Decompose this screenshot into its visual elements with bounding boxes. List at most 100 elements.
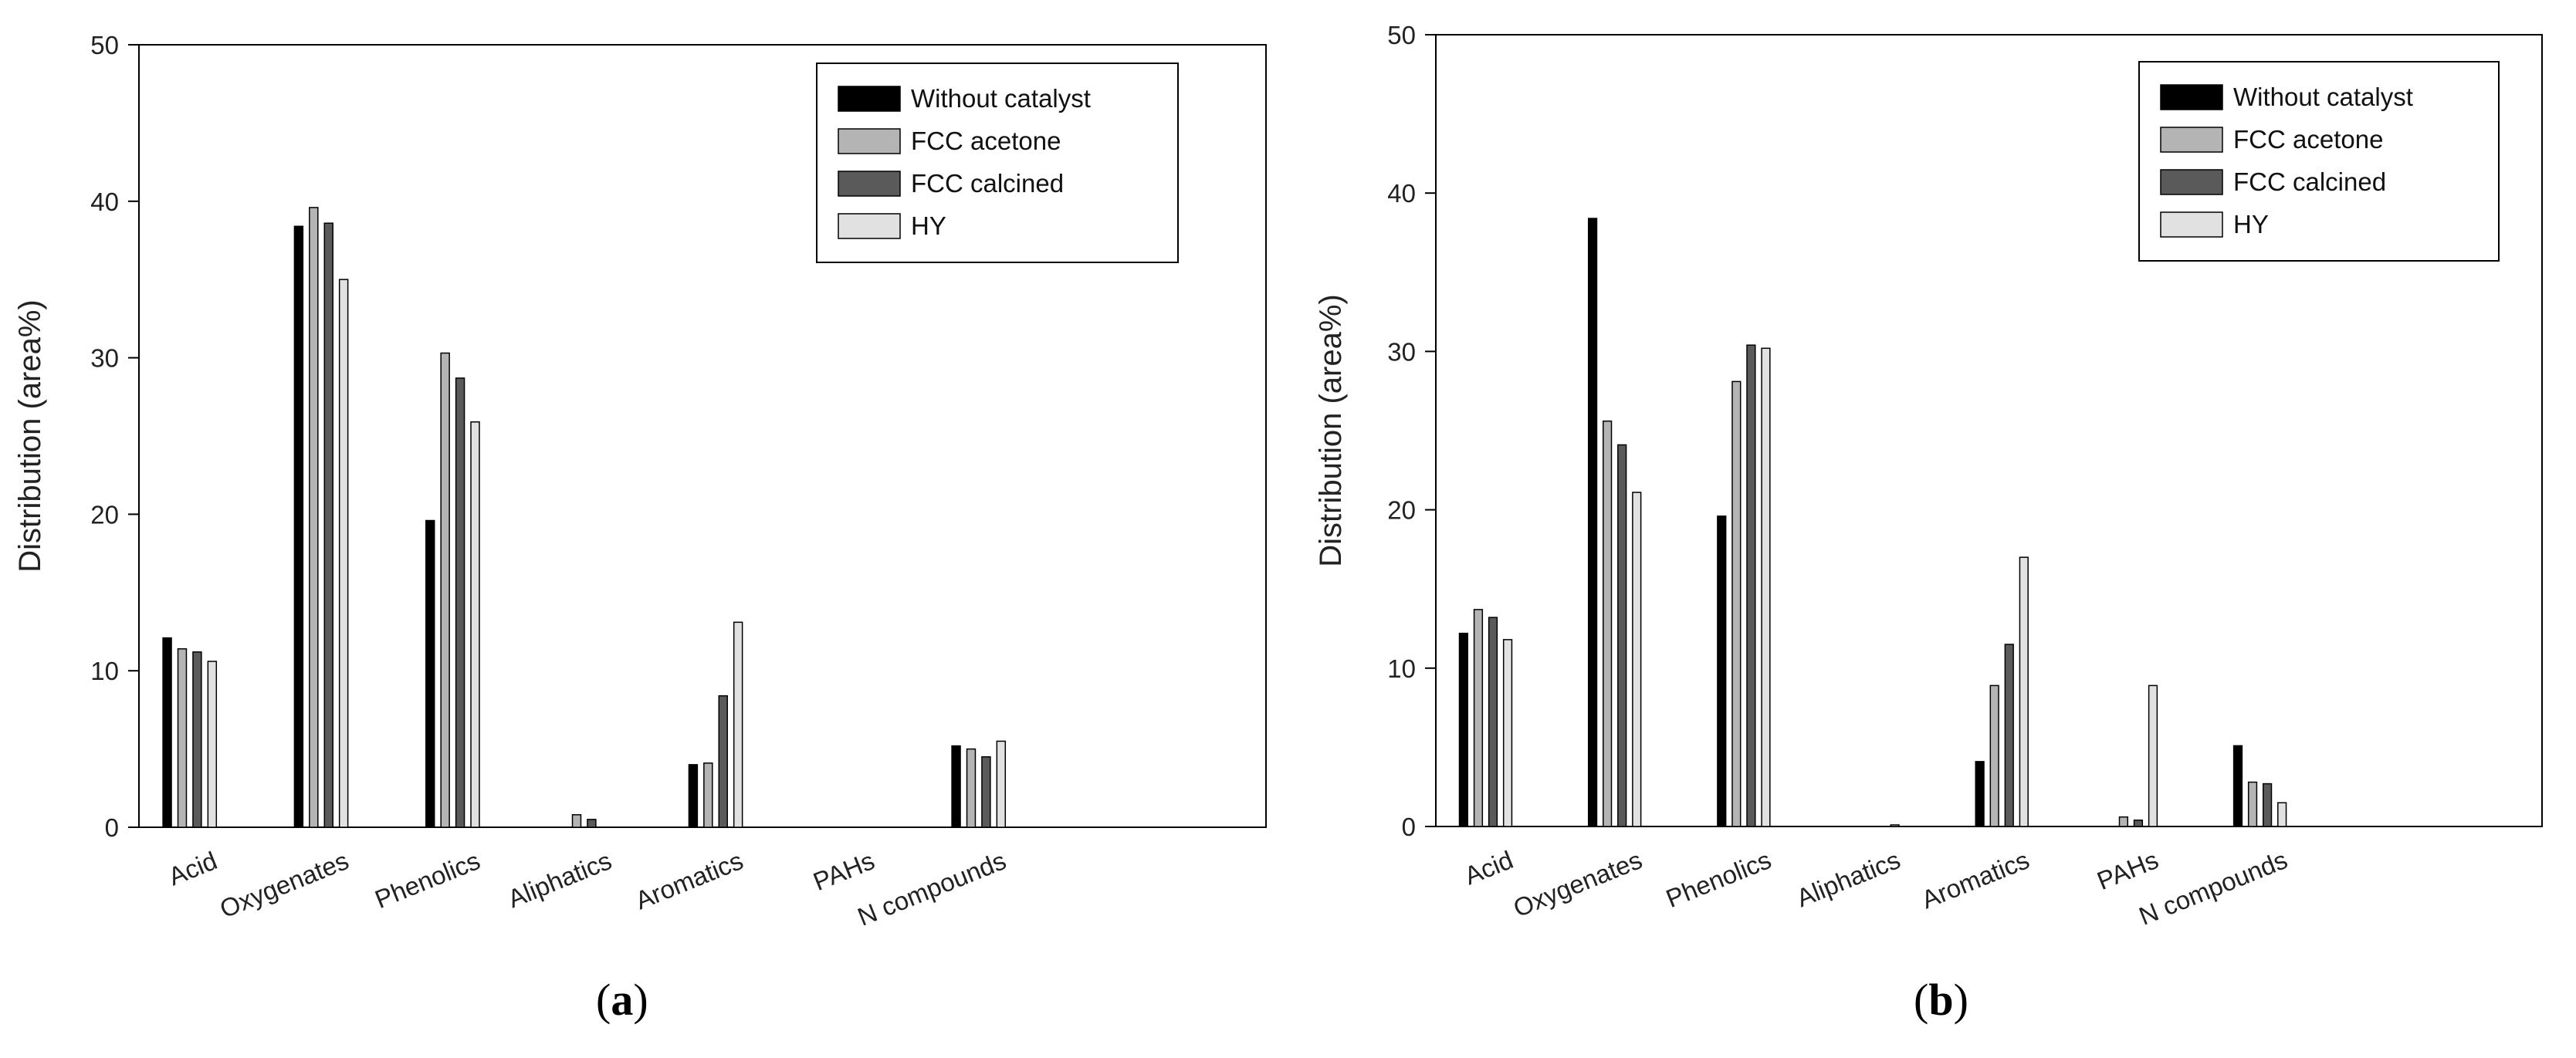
bar <box>1502 639 1513 827</box>
bar <box>177 648 188 828</box>
bar <box>587 819 597 828</box>
bar <box>192 651 202 828</box>
y-tick-label: 0 <box>1402 813 1416 841</box>
bar <box>688 764 699 828</box>
bar <box>2247 781 2258 827</box>
bar <box>2232 745 2243 827</box>
x-tick-label: PAHs <box>2093 845 2162 895</box>
x-tick-label: N compounds <box>854 846 1010 931</box>
bar <box>1975 761 1985 827</box>
caption-b: (b) <box>1914 975 1968 1025</box>
bar <box>1746 344 1756 827</box>
bar <box>966 748 977 828</box>
y-tick-label: 40 <box>1387 179 1416 208</box>
bar <box>455 377 465 828</box>
chart-a: 0 10 20 30 40 50 Distribution (area%) AcidOxyge… <box>13 31 1267 931</box>
y-tick-label: 30 <box>1387 337 1416 366</box>
y-tick-label: 20 <box>90 500 119 529</box>
bar <box>733 621 743 828</box>
legend-label: FCC acetone <box>2233 125 2383 154</box>
bar <box>2019 556 2029 827</box>
bar <box>1731 380 1742 827</box>
chart-panel-a: 0 10 20 30 40 50 Distribution (area%) Acid Oxyge… <box>13 31 1267 1025</box>
bar <box>2118 816 2128 827</box>
bar <box>440 352 450 828</box>
bar <box>1617 444 1627 827</box>
bar <box>1632 492 1642 827</box>
legend-swatch <box>838 86 901 112</box>
y-tick-label: 0 <box>105 813 119 842</box>
x-tick-label: Oxygenates <box>1509 845 1646 922</box>
legend-label: FCC acetone <box>911 127 1061 155</box>
bar <box>2277 802 2287 827</box>
legend-label: Without catalyst <box>2233 83 2413 111</box>
bar <box>981 755 991 828</box>
bar <box>703 762 713 828</box>
y-tick-label: 20 <box>1387 496 1416 525</box>
plot-frame <box>1435 34 2543 827</box>
y-tick-label: 10 <box>90 657 119 685</box>
legend-label: FCC calcined <box>911 169 1064 198</box>
bar <box>2004 644 2014 827</box>
x-tick-label: Phenolics <box>371 846 484 914</box>
legend-swatch <box>2160 84 2223 110</box>
bar <box>162 637 172 828</box>
x-tick-label: Aliphatics <box>504 846 616 913</box>
bar <box>571 814 582 828</box>
bar <box>425 519 435 828</box>
bar <box>1989 684 1999 827</box>
bar <box>2133 820 2144 827</box>
y-axis-label: Distribution (area%) <box>1314 294 1348 566</box>
bar <box>1587 218 1598 827</box>
bar <box>1603 420 1613 827</box>
y-tick-label: 40 <box>90 188 119 216</box>
bar <box>338 279 349 828</box>
x-tick-label: Acid <box>1461 845 1517 890</box>
x-tick-label: Acid <box>164 846 221 891</box>
legend-label: HY <box>2233 210 2269 238</box>
caption-a-label: a <box>611 975 634 1025</box>
legend-swatch <box>2160 169 2223 195</box>
legend-swatch <box>838 213 901 239</box>
x-tick-label: Oxygenates <box>216 846 353 923</box>
bar <box>2262 783 2273 827</box>
x-tick-label: Phenolics <box>1662 845 1775 913</box>
y-tick-label: 30 <box>90 344 119 373</box>
y-axis-label: Distribution (area%) <box>13 299 47 572</box>
bar <box>996 740 1007 828</box>
legend-swatch <box>838 171 901 197</box>
bar <box>951 745 961 828</box>
plot-frame <box>138 44 1267 828</box>
legend-swatch <box>2160 211 2223 238</box>
legend-label: HY <box>911 211 946 240</box>
x-tick-label: Aliphatics <box>1792 845 1904 912</box>
bar <box>470 421 480 828</box>
x-tick-label: Aromatics <box>1918 845 2033 914</box>
legend-label: Without catalyst <box>911 84 1091 113</box>
bar <box>323 222 333 828</box>
bar <box>1717 515 1727 827</box>
caption-b-label: b <box>1928 975 1954 1025</box>
bar <box>1488 617 1498 827</box>
bar <box>1458 632 1469 827</box>
bar <box>2148 684 2158 827</box>
chart-b: 0 10 20 30 40 50 Distribution (area%) AcidOxyge… <box>1314 21 2543 931</box>
caption-a: (a) <box>596 975 648 1025</box>
bar <box>1473 609 1484 827</box>
y-tick-label: 10 <box>1387 654 1416 683</box>
chart-panel-b: 0 10 20 30 40 50 Distribution (area%) Acid Oxyge… <box>1288 0 2576 1058</box>
y-tick-label: 50 <box>90 31 119 59</box>
legend-swatch <box>2160 127 2223 153</box>
legend-label: FCC calcined <box>2233 167 2386 196</box>
x-tick-label: PAHs <box>809 846 878 896</box>
bar <box>1890 824 1900 827</box>
legend-swatch <box>838 128 901 154</box>
y-tick-label: 50 <box>1387 21 1416 49</box>
bar <box>309 207 319 828</box>
bar <box>1761 347 1771 827</box>
bar <box>293 225 304 828</box>
bar <box>718 695 728 828</box>
bar <box>207 661 218 828</box>
x-tick-label: Aromatics <box>631 846 747 914</box>
x-tick-label: N compounds <box>2135 845 2292 931</box>
